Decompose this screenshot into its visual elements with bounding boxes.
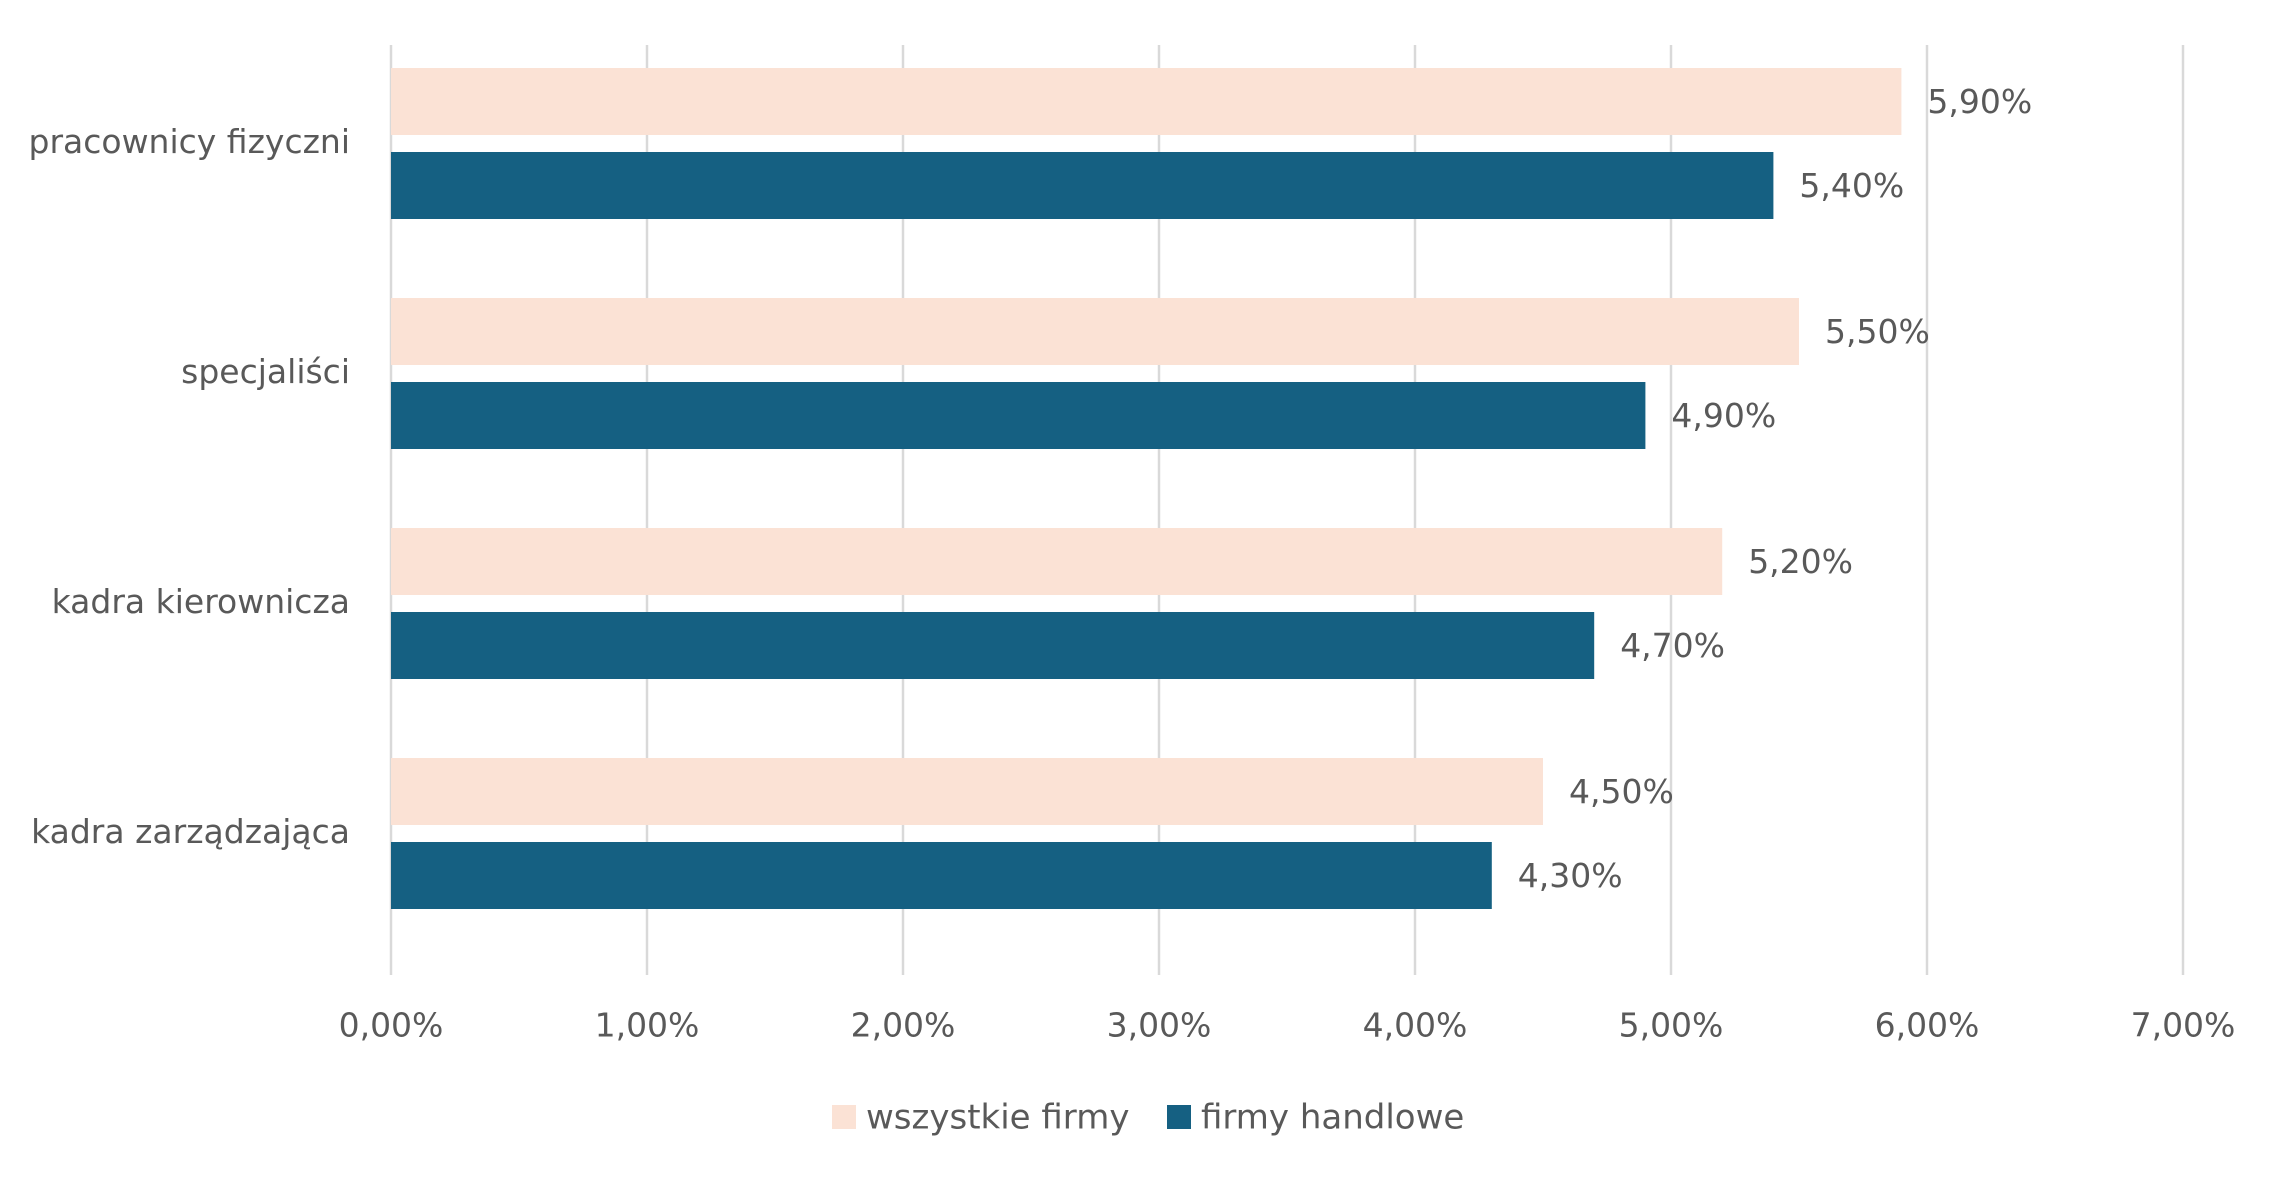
x-tick-label: 0,00%: [339, 1006, 444, 1045]
data-label: 4,70%: [1620, 626, 1725, 665]
bar: [391, 612, 1595, 679]
data-label: 4,90%: [1671, 396, 1776, 435]
legend-swatch: [1167, 1105, 1191, 1129]
bar: [391, 382, 1646, 449]
category-label: specjaliści: [181, 352, 350, 391]
legend-label: wszystkie firmy: [866, 1098, 1129, 1138]
x-tick-label: 2,00%: [851, 1006, 956, 1045]
bar: [391, 68, 1902, 135]
bar: [391, 842, 1492, 909]
bar: [391, 298, 1799, 365]
category-label: kadra kierownicza: [52, 582, 350, 621]
bar: [391, 528, 1723, 595]
x-tick-label: 5,00%: [1619, 1006, 1724, 1045]
data-label: 5,20%: [1748, 542, 1853, 581]
legend-swatch: [832, 1105, 856, 1129]
data-label: 5,40%: [1799, 166, 1904, 205]
data-label: 4,50%: [1569, 772, 1674, 811]
data-label: 5,90%: [1927, 82, 2032, 121]
data-label: 4,30%: [1518, 856, 1623, 895]
category-label: kadra zarządzająca: [31, 812, 350, 851]
category-label: pracownicy fizyczni: [29, 122, 351, 161]
x-tick-label: 4,00%: [1363, 1006, 1468, 1045]
x-tick-label: 1,00%: [595, 1006, 700, 1045]
bar: [391, 152, 1774, 219]
data-label: 5,50%: [1825, 312, 1930, 351]
x-tick-label: 6,00%: [1875, 1006, 1980, 1045]
x-tick-label: 3,00%: [1107, 1006, 1212, 1045]
x-tick-label: 7,00%: [2131, 1006, 2236, 1045]
legend-label: firmy handlowe: [1201, 1098, 1464, 1138]
bar: [391, 758, 1543, 825]
